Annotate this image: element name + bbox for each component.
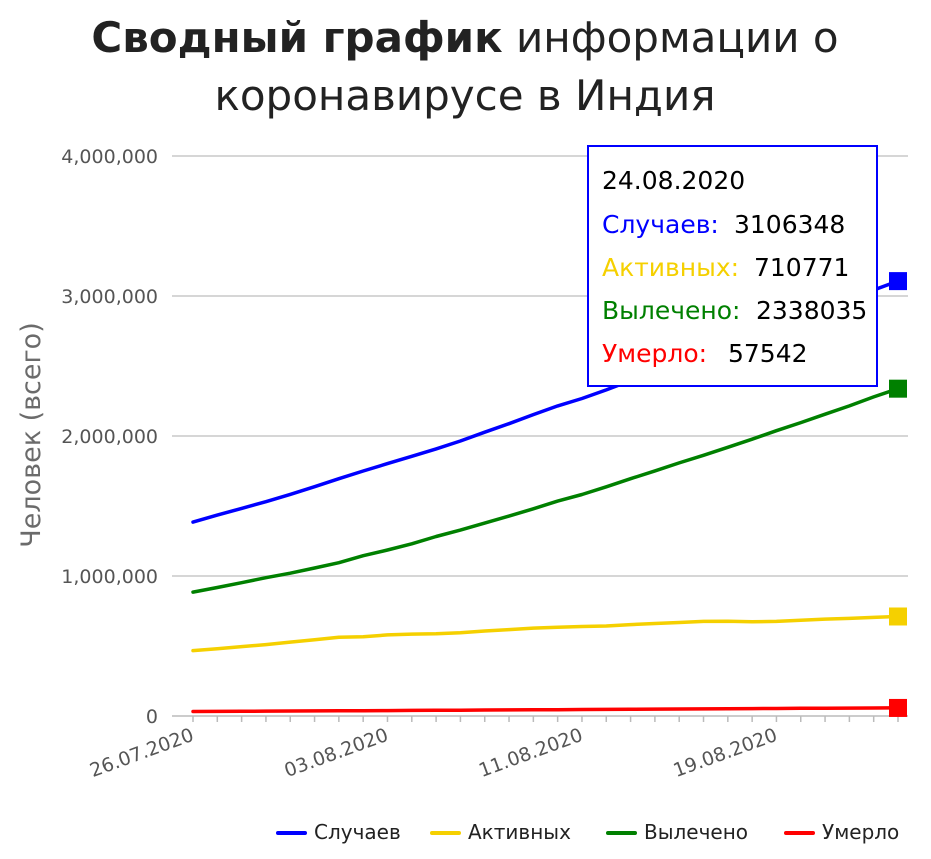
y-tick-label: 2,000,000 — [61, 426, 158, 448]
y-axis-label: Человек (всего) — [16, 322, 47, 547]
tooltip-row-value: 710771 — [754, 253, 849, 282]
chart-title-line1: Сводный график информации о — [91, 13, 838, 62]
tooltip-row-value: 3106348 — [734, 210, 845, 239]
x-tick-label: 26.07.2020 — [87, 724, 197, 782]
tooltip-row-label: Вылечено: — [602, 296, 740, 325]
chart-title-space — [503, 13, 516, 62]
x-tick-label: 11.08.2020 — [476, 724, 586, 782]
series-line — [191, 386, 900, 594]
x-tick-label: 03.08.2020 — [281, 724, 391, 782]
tooltip-rows: Случаев: 3106348 Активных: 710771 Вылечено: 2… — [602, 210, 867, 368]
tooltip-date: 24.08.2020 — [602, 166, 745, 195]
y-tick-label: 1,000,000 — [61, 566, 158, 588]
tooltip-row-label: Умерло: — [602, 339, 707, 368]
tooltip-row-label: Случаев: — [602, 210, 719, 239]
series-line — [191, 614, 900, 653]
legend-label: Вылечено — [644, 820, 748, 844]
series-line — [191, 706, 900, 714]
y-tick-label: 0 — [146, 706, 158, 728]
chart-title-bold: Сводный график — [91, 13, 502, 62]
tooltip-row-value: 57542 — [728, 339, 808, 368]
legend-label: Случаев — [314, 820, 401, 844]
x-tick-label: 19.08.2020 — [670, 724, 780, 782]
series-end-marker — [889, 272, 907, 291]
chart-title-line2: коронавирусе в Индия — [214, 71, 715, 120]
tooltip: 24.08.2020 Случаев: 3106348 Активных: 71077… — [587, 145, 878, 387]
tooltip-row-value: 2338035 — [756, 296, 867, 325]
legend-label: Активных — [468, 820, 571, 844]
series-end-marker — [889, 698, 907, 717]
tooltip-row-label: Активных: — [602, 253, 739, 282]
y-axis-ticks: 0 1,000,000 2,000,000 3,000,000 4,000,000 — [61, 146, 158, 728]
y-tick-label: 3,000,000 — [61, 286, 158, 308]
y-tick-label: 4,000,000 — [61, 146, 158, 168]
series-end-marker — [889, 607, 907, 626]
series-end-markers — [889, 272, 907, 717]
tooltip-box — [587, 145, 878, 387]
series-end-marker — [889, 379, 907, 398]
x-axis-ticks: 26.07.2020 03.08.2020 11.08.2020 19.08.2020 — [87, 716, 899, 782]
chart-title-rest: информации о — [516, 13, 839, 62]
legend-label: Умерло — [822, 820, 899, 844]
legend: Случаев Активных Вылечено Умерло — [276, 820, 899, 844]
